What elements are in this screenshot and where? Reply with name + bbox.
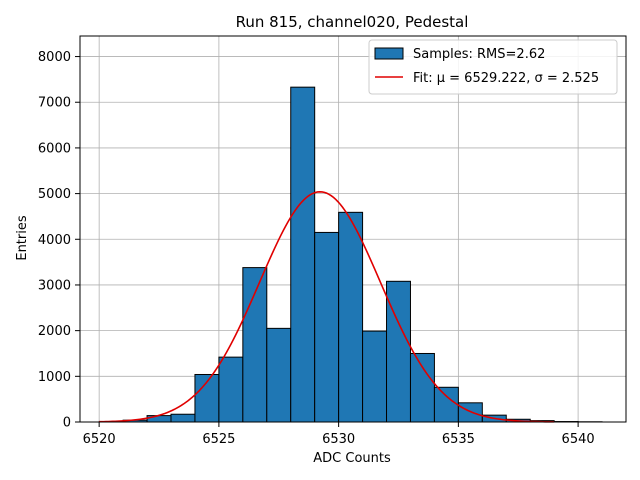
histogram-bar (386, 280, 411, 423)
x-axis-ticks: 6520 6525 6530 6535 6540 (83, 422, 595, 447)
y-tick-label: 3000 (38, 278, 71, 293)
histogram-bar (338, 211, 364, 423)
y-tick-label: 2000 (38, 324, 71, 339)
y-tick-label: 7000 (38, 96, 71, 111)
histogram-bar (242, 267, 268, 423)
legend-samples-patch (374, 47, 404, 60)
y-tick-label: 1000 (38, 370, 71, 385)
histogram-bar (362, 330, 388, 423)
y-axis-ticks: 0 1000 2000 3000 4000 5000 6000 7000 8000 (38, 50, 80, 431)
y-tick-label: 4000 (38, 233, 71, 248)
y-axis-label: Entries (15, 215, 30, 261)
y-tick-label: 8000 (38, 50, 71, 65)
histogram-bar (218, 356, 244, 423)
histogram-bar (457, 402, 483, 423)
legend-samples-label: Samples: RMS=2.62 (413, 47, 545, 62)
histogram-bar (314, 231, 340, 423)
x-tick-label: 6535 (442, 432, 475, 447)
histogram-bar (266, 327, 292, 423)
y-tick-label: 5000 (38, 187, 71, 202)
histogram-bar (146, 415, 172, 423)
legend-fit-label: Fit: μ = 6529.222, σ = 2.525 (413, 71, 599, 86)
histogram-bar (433, 386, 459, 423)
legend: Samples: RMS=2.62 Fit: μ = 6529.222, σ =… (368, 39, 618, 95)
y-tick-label: 0 (63, 416, 71, 431)
legend-box (368, 39, 618, 95)
histogram-bar (409, 352, 435, 423)
gaussian-fit-curve (99, 190, 555, 423)
y-tick-label: 6000 (38, 141, 71, 156)
x-tick-label: 6530 (322, 432, 355, 447)
x-axis-label: ADC Counts (313, 451, 391, 466)
histogram-bar (290, 86, 316, 423)
x-tick-label: 6540 (562, 432, 595, 447)
x-tick-label: 6520 (83, 432, 116, 447)
plot-frame (79, 35, 627, 423)
histogram-bar (170, 413, 196, 423)
x-tick-label: 6525 (202, 432, 235, 447)
chart-title: Run 815, channel020, Pedestal (236, 13, 469, 31)
